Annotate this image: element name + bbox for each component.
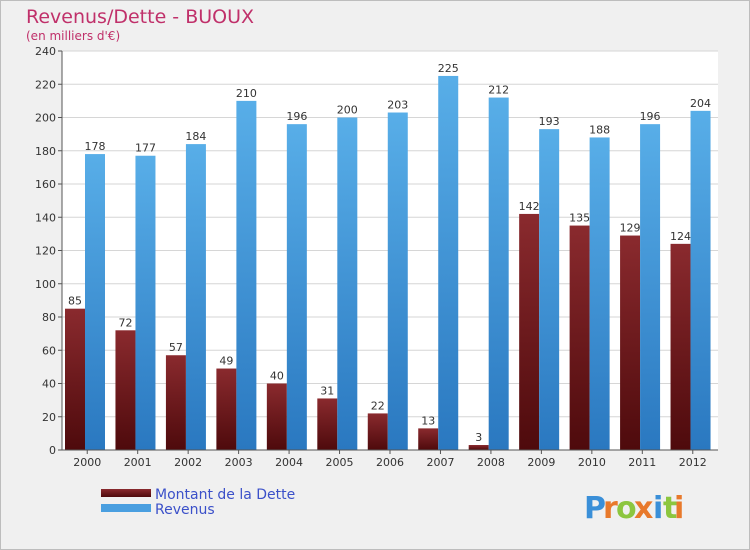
- x-tick-label: 2003: [225, 456, 253, 469]
- data-label-dette: 85: [68, 295, 82, 308]
- y-tick-label: 0: [49, 444, 56, 457]
- bar-revenus: [236, 100, 257, 450]
- logo-letter: x: [634, 491, 653, 526]
- x-tick-label: 2000: [73, 456, 101, 469]
- x-tick-label: 2001: [124, 456, 152, 469]
- legend-swatch-revenus: [101, 504, 151, 512]
- x-tick-label: 2004: [275, 456, 303, 469]
- bar-dette: [519, 213, 540, 450]
- bar-revenus: [85, 154, 105, 450]
- y-tick-label: 20: [42, 411, 56, 424]
- bar-dette: [165, 355, 186, 450]
- x-tick-label: 2011: [628, 456, 656, 469]
- data-label-revenus: 225: [438, 62, 459, 75]
- data-label-revenus: 204: [690, 97, 711, 110]
- bar-dette: [317, 398, 338, 450]
- bar-revenus: [438, 75, 459, 450]
- logo-letter: i: [653, 491, 663, 526]
- x-tick-label: 2010: [578, 456, 606, 469]
- data-label-dette: 57: [169, 341, 183, 354]
- y-tick-label: 140: [35, 211, 56, 224]
- y-tick-label: 120: [35, 245, 56, 258]
- bar-revenus: [337, 117, 358, 450]
- data-label-dette: 13: [421, 414, 435, 427]
- data-label-dette: 72: [118, 316, 132, 329]
- data-label-revenus: 193: [539, 115, 560, 128]
- y-axis: 0 20 40 60 80 100 120 140 160 180 200 220 240: [35, 45, 63, 457]
- data-label-dette: 40: [270, 370, 284, 383]
- legend: Montant de la Dette Revenus: [101, 487, 295, 518]
- x-axis: 2000 2001 2002 2003 2004 2005 2006 2007 2008 2009…: [62, 449, 718, 469]
- bar-dette: [468, 445, 489, 450]
- bar-dette: [115, 330, 136, 450]
- data-label-revenus: 200: [337, 104, 358, 117]
- data-label-dette: 3: [475, 431, 482, 444]
- legend-label-debt: Montant de la Dette: [155, 487, 295, 503]
- logo-letter: i: [674, 491, 684, 526]
- bar-dette: [670, 243, 691, 450]
- bar-revenus: [387, 112, 408, 450]
- data-label-dette: 142: [519, 200, 540, 213]
- data-label-dette: 124: [670, 230, 691, 243]
- y-tick-label: 80: [42, 311, 56, 324]
- x-tick-label: 2008: [477, 456, 505, 469]
- data-label-revenus: 178: [85, 140, 106, 153]
- data-label-revenus: 196: [286, 110, 307, 123]
- x-tick-label: 2009: [527, 456, 555, 469]
- bar-revenus: [286, 124, 307, 451]
- y-tick-label: 40: [42, 378, 56, 391]
- bar-revenus: [185, 144, 206, 450]
- x-tick-label: 2006: [376, 456, 404, 469]
- y-tick-label: 180: [35, 145, 56, 158]
- bar-dette: [620, 235, 641, 450]
- logo-letter: P: [584, 491, 606, 526]
- bar-dette: [216, 368, 237, 450]
- data-label-dette: 49: [219, 355, 233, 368]
- chart-subtitle: (en milliers d'€): [26, 29, 120, 43]
- data-label-revenus: 203: [387, 99, 408, 112]
- x-tick-label: 2002: [174, 456, 202, 469]
- bar-dette: [65, 308, 85, 450]
- bar-dette: [367, 413, 388, 450]
- x-tick-label: 2005: [326, 456, 354, 469]
- bar-revenus: [135, 155, 156, 451]
- bar-dette: [266, 383, 287, 450]
- logo-letter: r: [603, 491, 618, 526]
- bars: 85 178 72 177 57 184 49 210 40 196 31 200 22 203 13 225…: [65, 62, 711, 451]
- data-label-revenus: 188: [589, 123, 610, 136]
- logo-letter: t: [663, 491, 677, 526]
- legend-swatch-debt: [101, 489, 151, 497]
- data-label-revenus: 184: [185, 130, 206, 143]
- bar-dette: [418, 428, 439, 450]
- y-tick-label: 220: [35, 78, 56, 91]
- y-tick-label: 240: [35, 45, 56, 58]
- y-tick-label: 100: [35, 278, 56, 291]
- chart-title: Revenus/Dette - BUOUX: [26, 6, 254, 28]
- x-tick-label: 2007: [426, 456, 454, 469]
- legend-label-revenus: Revenus: [155, 502, 215, 518]
- bar-revenus: [589, 137, 610, 450]
- logo-letter: o: [616, 491, 637, 526]
- bar-dette: [569, 225, 590, 450]
- bar-revenus: [690, 110, 711, 450]
- data-label-revenus: 212: [488, 84, 509, 97]
- y-tick-label: 200: [35, 112, 56, 125]
- data-label-dette: 129: [620, 222, 641, 235]
- data-label-dette: 135: [569, 212, 590, 225]
- y-tick-label: 160: [35, 178, 56, 191]
- data-label-revenus: 210: [236, 87, 257, 100]
- x-tick-label: 2012: [679, 456, 707, 469]
- data-label-revenus: 177: [135, 142, 156, 155]
- y-tick-label: 60: [42, 344, 56, 357]
- data-label-dette: 22: [371, 399, 385, 412]
- bar-revenus: [488, 97, 509, 451]
- bar-revenus: [539, 129, 560, 450]
- bar-revenus: [640, 124, 661, 451]
- data-label-revenus: 196: [640, 110, 661, 123]
- data-label-dette: 31: [320, 384, 334, 397]
